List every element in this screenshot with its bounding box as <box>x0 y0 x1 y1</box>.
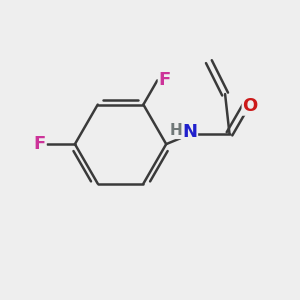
Text: H: H <box>169 123 182 138</box>
Text: O: O <box>242 97 258 115</box>
Text: F: F <box>159 71 171 89</box>
Text: N: N <box>182 123 197 141</box>
Text: F: F <box>34 135 46 153</box>
